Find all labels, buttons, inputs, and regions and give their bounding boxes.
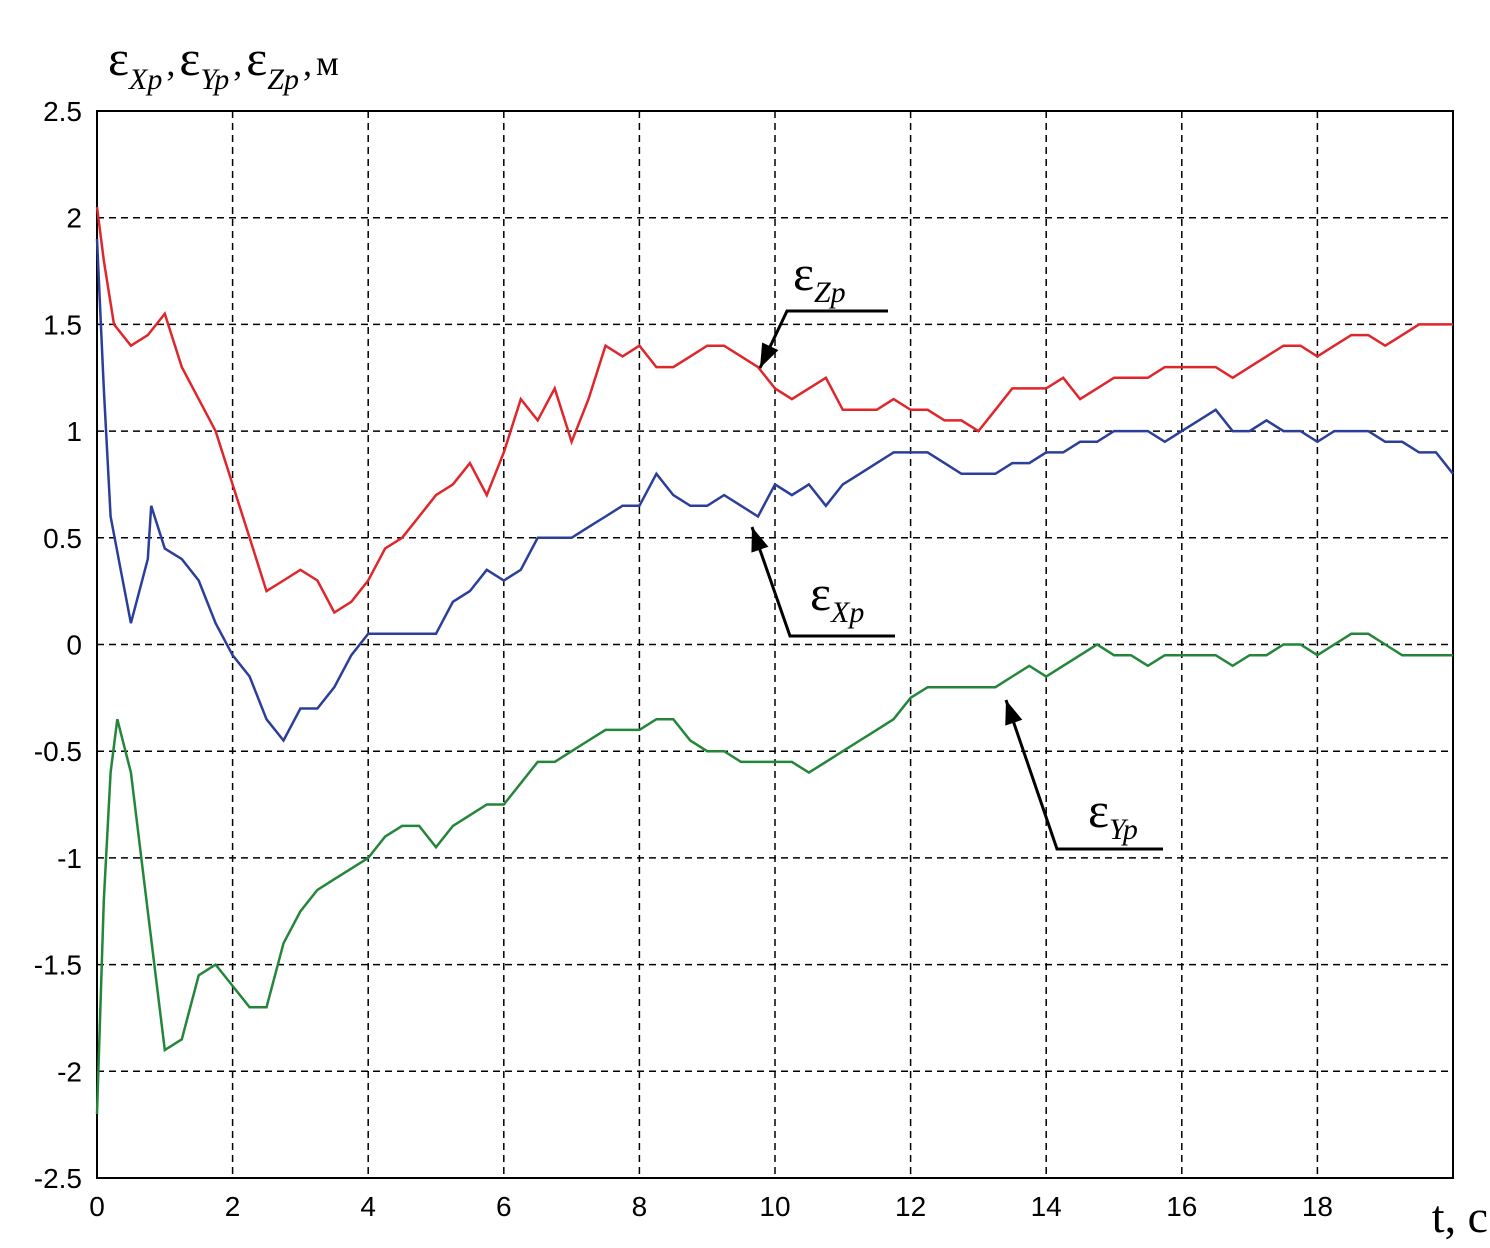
y-axis-label-part: Xp	[128, 63, 162, 96]
x-axis-label: t, c	[1432, 1191, 1488, 1242]
annotation-label: εYp	[1088, 782, 1138, 846]
y-tick-label: 1.5	[43, 309, 82, 340]
annotation-symbol: ε	[793, 245, 814, 301]
annotation-symbol: ε	[810, 565, 831, 621]
x-tick-label: 0	[89, 1191, 105, 1222]
annotation-subscript: Zp	[814, 276, 846, 309]
y-axis-label-part: ,	[303, 43, 312, 83]
y-tick-label: -2	[57, 1056, 82, 1087]
annotation-subscript: Yp	[1109, 813, 1138, 846]
y-axis-label-part: Yp	[200, 63, 229, 96]
y-axis-label: εXp ,εYp ,εZp, м	[108, 30, 339, 96]
y-axis-label-part: ,	[166, 43, 175, 83]
x-tick-label: 16	[1166, 1191, 1197, 1222]
y-tick-label: 2	[66, 203, 82, 234]
x-tick-label: 4	[360, 1191, 376, 1222]
y-tick-label: -1	[57, 843, 82, 874]
annotation-symbol: ε	[1088, 782, 1109, 838]
plot-frame	[96, 110, 1454, 1179]
x-tick-label: 2	[225, 1191, 241, 1222]
y-tick-label: 0.5	[43, 523, 82, 554]
y-axis-label-part: ε	[246, 30, 267, 86]
arrow-head	[760, 342, 779, 368]
y-tick-label: -2.5	[34, 1163, 82, 1194]
x-tick-label: 12	[895, 1191, 926, 1222]
x-tick-label: 10	[759, 1191, 790, 1222]
y-axis-label-part: м	[316, 43, 339, 83]
arrow-head	[1005, 700, 1023, 726]
annotation-arrow	[758, 309, 888, 369]
y-tick-label: 2.5	[43, 96, 82, 127]
arrow-head	[751, 527, 769, 553]
x-tick-label: 14	[1031, 1191, 1062, 1222]
series-line	[95, 632, 1453, 1115]
y-tick-label: -0.5	[34, 736, 82, 767]
y-axis-label-part: ε	[108, 30, 129, 86]
y-axis-label-part: ,	[233, 43, 242, 83]
annotation-arrow	[1004, 699, 1163, 851]
annotation-label: εXp	[810, 565, 864, 629]
y-axis-label-part: ε	[179, 30, 200, 86]
x-tick-label: 18	[1302, 1191, 1333, 1222]
annotation-label: εZp	[793, 245, 846, 309]
y-tick-label: 1	[66, 416, 82, 447]
y-axis-label-part: Zp	[267, 63, 299, 96]
x-tick-label: 8	[632, 1191, 648, 1222]
annotation-subscript: Xp	[830, 596, 864, 629]
x-tick-label: 6	[496, 1191, 512, 1222]
series-line	[95, 206, 1453, 615]
series-line	[95, 238, 1454, 743]
y-tick-label: -1.5	[34, 950, 82, 981]
annotation-arrow	[750, 526, 895, 638]
y-tick-label: 0	[66, 630, 82, 661]
